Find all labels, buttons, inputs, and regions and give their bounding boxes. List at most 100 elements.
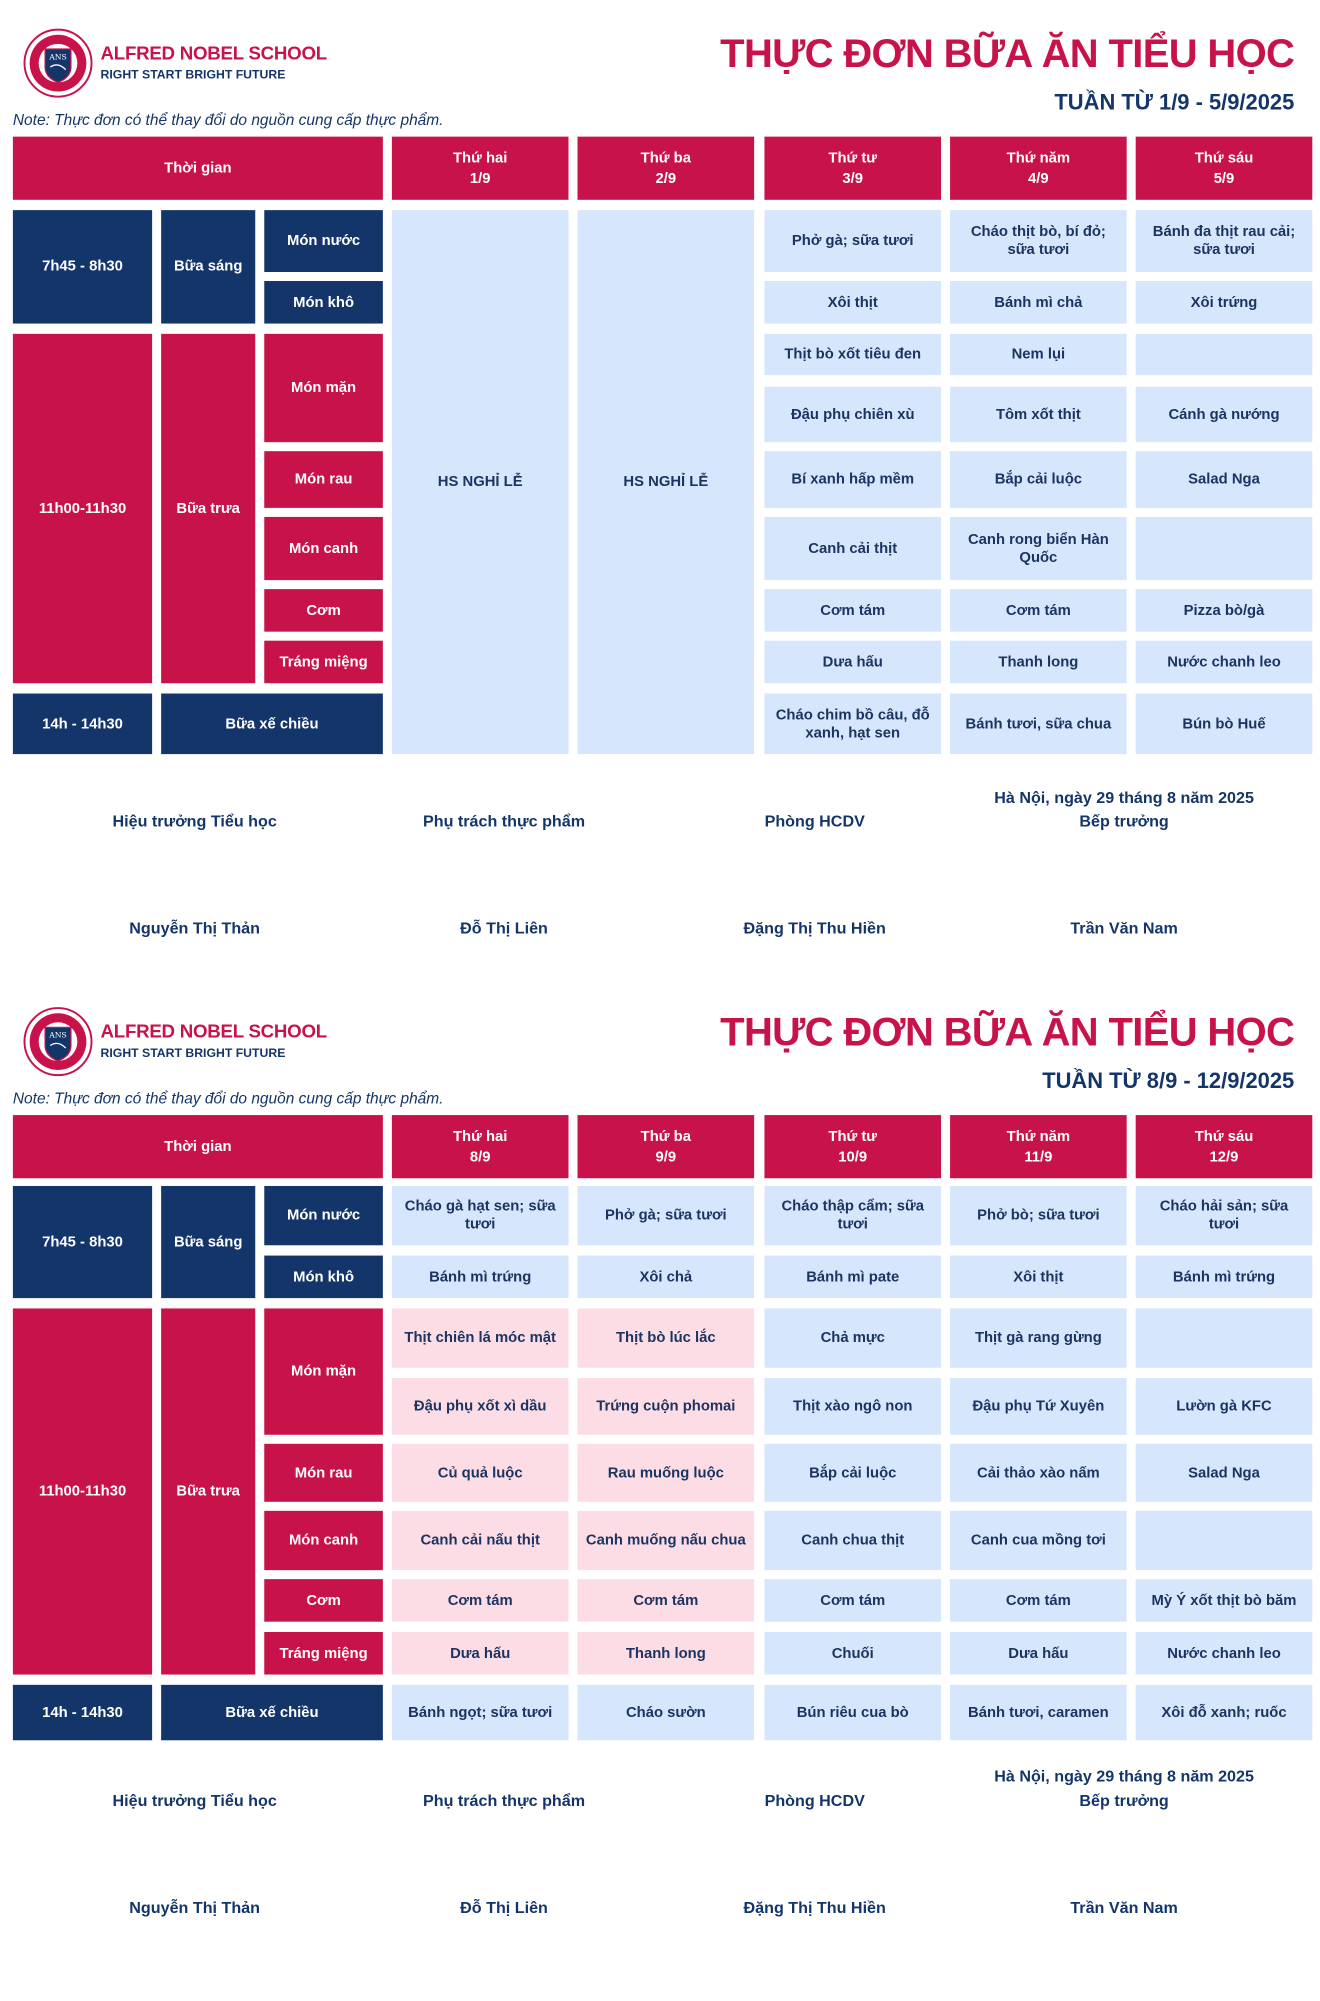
day-header: Thứ năm 4/9 <box>950 136 1127 200</box>
dish-type-label: Cơm <box>264 589 383 632</box>
menu-item-cell <box>1135 1308 1313 1368</box>
dish-type-main: Món mặn <box>264 1308 383 1435</box>
signature-name: Nguyễn Thị Thản <box>129 919 260 938</box>
menu-item-cell: Dưa hấu <box>391 1632 569 1675</box>
school-logo: ANS <box>23 1007 93 1077</box>
menu-item-cell: Canh cua mồng tơi <box>950 1510 1127 1571</box>
menu-item-cell: Củ quả luộc <box>391 1443 569 1502</box>
signature-name: Nguyễn Thị Thản <box>129 1898 260 1917</box>
day-header: Thứ năm 11/9 <box>950 1115 1127 1179</box>
meal-breakfast: Bữa sáng <box>161 210 256 324</box>
menu-item-cell: Cháo thập cẩm; sữa tươi <box>764 1185 942 1246</box>
menu-item-cell: Dưa hấu <box>764 640 942 684</box>
menu-item-cell: Thịt bò lúc lắc <box>577 1308 755 1368</box>
day-header-name: Thứ hai <box>452 150 508 166</box>
menu-item-cell: Cháo hải sản; sữa tươi <box>1135 1185 1313 1246</box>
signature-name: Đỗ Thị Liên <box>460 1898 548 1917</box>
day-header-name: Thứ sáu <box>1194 1128 1254 1145</box>
menu-item-cell: Chả mực <box>764 1308 942 1368</box>
day-header: Thứ sáu 5/9 <box>1135 136 1313 200</box>
dish-type-label: Món canh <box>264 1510 383 1571</box>
day-header-date: 11/9 <box>1024 1149 1053 1165</box>
menu-item-cell: Canh cải nấu thịt <box>391 1510 569 1571</box>
week-menu-section: ANS ALFRED NOBEL SCHOOL RIGHT START BRIGHT… <box>0 0 1320 980</box>
day-header-date: 5/9 <box>1213 170 1235 187</box>
time-column-header: Thời gian <box>12 1115 383 1179</box>
place-date: Hà Nội, ngày 29 tháng 8 năm 2025 <box>994 1767 1254 1786</box>
menu-item-cell: Bánh ngọt; sữa tươi <box>391 1684 569 1741</box>
signature-role: Bếp trưởng <box>1079 812 1169 831</box>
day-header: Thứ hai 1/9 <box>391 136 569 200</box>
menu-item-cell: Bắp cải luộc <box>950 451 1127 508</box>
menu-item-cell: Thịt bò xốt tiêu đen <box>764 333 942 376</box>
menu-item-cell: Mỳ Ý xốt thịt bò băm <box>1135 1579 1313 1622</box>
time-slot-afternoon: 14h - 14h30 <box>12 693 153 755</box>
menu-item-cell: Đậu phụ Tứ Xuyên <box>950 1378 1127 1435</box>
day-header-date: 10/9 <box>838 1149 868 1165</box>
menu-item-cell: Đậu phụ chiên xù <box>764 386 942 443</box>
day-header-name: Thứ tư <box>828 150 878 166</box>
dish-type-label: Tráng miệng <box>264 1632 383 1675</box>
day-header-date: 9/9 <box>655 1149 677 1165</box>
menu-item-cell: Nước chanh leo <box>1135 1632 1313 1675</box>
menu-item-cell: Bún bò Huế <box>1135 693 1313 755</box>
menu-item-cell: Canh rong biển Hàn Quốc <box>950 516 1127 581</box>
day-header-date: 3/9 <box>842 170 864 187</box>
dish-type-label: Món canh <box>264 516 383 581</box>
svg-text:ANS: ANS <box>48 52 67 61</box>
menu-item-cell: Bánh tươi, caramen <box>950 1684 1127 1741</box>
signature-role: Phòng HCDV <box>764 1791 865 1810</box>
menu-item-cell: Cơm tám <box>950 589 1127 632</box>
menu-item-cell: Cơm tám <box>577 1579 755 1622</box>
menu-item-cell: Thịt chiên lá móc mật <box>391 1308 569 1368</box>
menu-item-cell <box>1135 516 1313 581</box>
menu-item-cell: Canh chua thịt <box>764 1510 942 1571</box>
dish-type-label: Món rau <box>264 1443 383 1502</box>
day-header: Thứ ba 2/9 <box>577 136 755 200</box>
menu-item-cell: Salad Nga <box>1135 1443 1313 1502</box>
menu-item-cell <box>1135 1510 1313 1571</box>
menu-item-cell: Canh muống nấu chua <box>577 1510 755 1571</box>
menu-item-cell: Bí xanh hấp mềm <box>764 451 942 508</box>
school-slogan: RIGHT START BRIGHT FUTURE <box>100 1046 286 1061</box>
time-slot-breakfast: 7h45 - 8h30 <box>12 1185 153 1299</box>
menu-item-cell: Xôi trứng <box>1135 281 1313 324</box>
menu-item-cell: Cải thảo xào nấm <box>950 1443 1127 1502</box>
holiday-cell: HS NGHỈ LỄ <box>577 210 755 755</box>
menu-note: Note: Thực đơn có thể thay đổi do nguồn … <box>12 110 444 129</box>
meal-afternoon-snack: Bữa xế chiều <box>161 693 383 755</box>
signature-role: Bếp trưởng <box>1079 1791 1169 1810</box>
menu-item-cell: Cháo thịt bò, bí đỏ; sữa tươi <box>950 210 1127 273</box>
dish-type-soup: Món nước <box>264 210 383 273</box>
week-range: TUẦN TỪ 8/9 - 12/9/2025 <box>1042 1068 1295 1094</box>
day-header-date: 12/9 <box>1209 1149 1239 1165</box>
time-slot-afternoon: 14h - 14h30 <box>12 1684 153 1741</box>
menu-item-cell: Phở gà; sữa tươi <box>577 1185 755 1246</box>
time-slot-lunch: 11h00-11h30 <box>12 1308 153 1675</box>
day-header-name: Thứ ba <box>640 1128 691 1145</box>
meal-breakfast: Bữa sáng <box>161 1185 256 1299</box>
time-slot-breakfast: 7h45 - 8h30 <box>12 210 153 324</box>
menu-item-cell: Cơm tám <box>950 1579 1127 1622</box>
day-header-date: 1/9 <box>469 170 491 187</box>
dish-type-dry: Món khô <box>264 281 383 324</box>
signature-name: Đặng Thị Thu Hiền <box>743 1898 886 1917</box>
dish-type-main: Món mặn <box>264 333 383 443</box>
day-header-name: Thứ hai <box>452 1128 508 1145</box>
holiday-cell: HS NGHỈ LỄ <box>391 210 569 755</box>
day-header: Thứ tư 10/9 <box>764 1115 942 1179</box>
day-header-name: Thứ năm <box>1006 1128 1071 1145</box>
day-header: Thứ sáu 12/9 <box>1135 1115 1313 1179</box>
dish-type-label: Tráng miệng <box>264 640 383 684</box>
school-logo: ANS <box>23 28 93 98</box>
menu-item-cell: Bánh mì chả <box>950 281 1127 324</box>
week-range: TUẦN TỪ 1/9 - 5/9/2025 <box>1054 90 1295 115</box>
menu-item-cell: Thanh long <box>950 640 1127 684</box>
time-column-header: Thời gian <box>12 136 383 200</box>
day-header-name: Thứ sáu <box>1194 150 1254 166</box>
signature-role: Hiệu trưởng Tiểu học <box>112 1791 277 1810</box>
menu-item-cell: Thịt xào ngô non <box>764 1378 942 1435</box>
page-title: THỰC ĐƠN BỮA ĂN TIỂU HỌC <box>720 1009 1295 1055</box>
menu-item-cell: Bánh đa thịt rau cải; sữa tươi <box>1135 210 1313 273</box>
